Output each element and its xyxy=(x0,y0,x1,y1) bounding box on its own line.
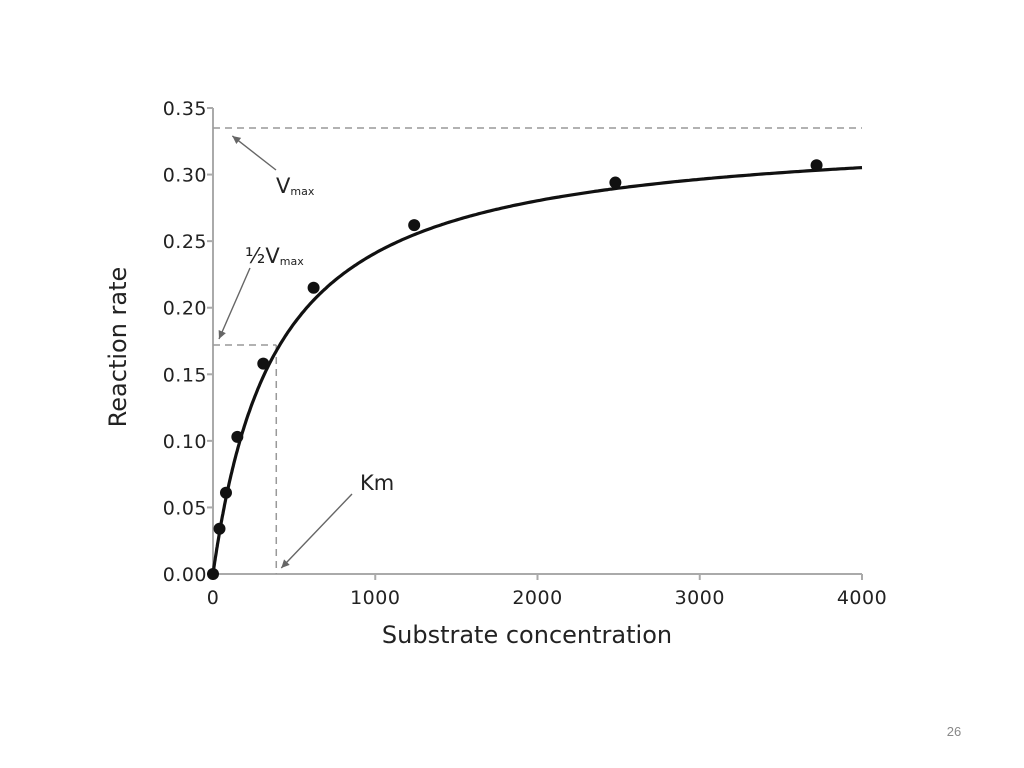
y-tick-label: 0.25 xyxy=(163,231,207,253)
vmax-arrow xyxy=(231,135,277,171)
reference-lines xyxy=(213,127,862,574)
annotations: Vmax ½Vmax Km xyxy=(245,174,394,495)
data-points xyxy=(207,159,823,580)
data-point xyxy=(307,281,320,294)
y-tick-label: 0.05 xyxy=(163,497,207,519)
axes xyxy=(212,108,862,575)
x-tick-label: 1000 xyxy=(350,587,400,609)
series-curve xyxy=(211,166,863,576)
y-tick-label: 0.00 xyxy=(163,564,207,586)
y-tick-label: 0.10 xyxy=(163,431,207,453)
x-axis-title: Substrate concentration xyxy=(382,621,672,649)
data-point xyxy=(207,568,219,580)
vmax-annotation: Vmax xyxy=(276,174,315,198)
km-arrow xyxy=(280,493,353,569)
x-tick-label: 4000 xyxy=(837,587,887,609)
y-tick-label: 0.30 xyxy=(163,165,207,187)
data-point xyxy=(408,219,421,232)
y-tick-label: 0.15 xyxy=(163,364,207,386)
x-tick-label: 3000 xyxy=(675,587,725,609)
data-point xyxy=(219,486,232,499)
data-point xyxy=(609,176,622,189)
y-axis-ticks: 0.00 0.05 0.10 0.15 0.20 0.25 0.30 0.35 xyxy=(163,98,213,586)
y-tick-label: 0.20 xyxy=(163,298,207,320)
y-tick-label: 0.35 xyxy=(163,98,207,120)
data-point xyxy=(257,357,270,370)
x-axis-ticks: 0 1000 2000 3000 4000 xyxy=(207,574,887,609)
data-point xyxy=(213,522,226,535)
data-point xyxy=(231,430,244,443)
x-tick-label: 2000 xyxy=(512,587,562,609)
data-point xyxy=(810,159,823,172)
half-vmax-arrow xyxy=(218,267,251,340)
km-annotation: Km xyxy=(360,471,394,495)
slide-number: 26 xyxy=(946,724,962,739)
x-tick-label: 0 xyxy=(207,587,220,609)
half-vmax-annotation: ½Vmax xyxy=(245,244,304,268)
y-axis-title: Reaction rate xyxy=(104,267,132,428)
